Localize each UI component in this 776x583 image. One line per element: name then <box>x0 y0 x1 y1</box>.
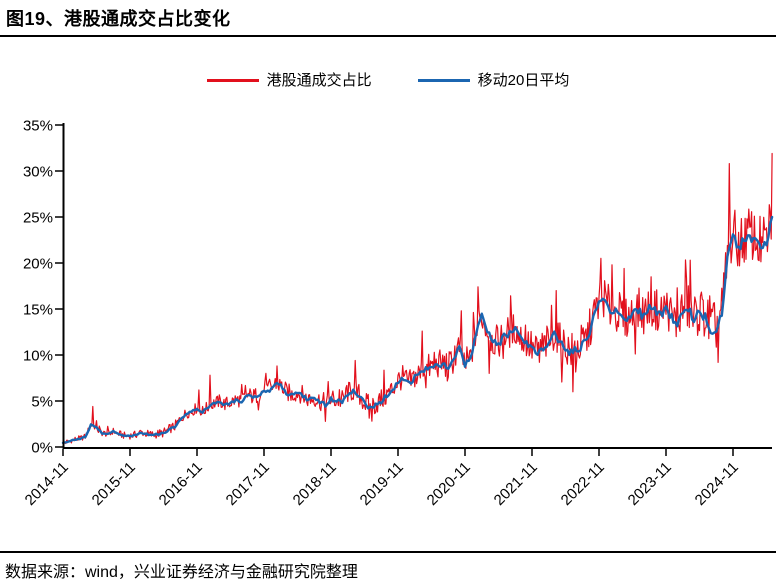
x-tick-label: 2024-11 <box>692 459 742 509</box>
x-tick-label: 2021-11 <box>491 459 541 509</box>
y-tick-label: 30% <box>23 164 53 181</box>
x-tick-label: 2019-11 <box>357 459 407 509</box>
x-tick-label: 2017-11 <box>223 459 273 509</box>
y-axis: 0% 5% 10% 15% 20% 25% 30% 35% <box>23 118 65 457</box>
x-tick-label: 2023-11 <box>625 459 675 509</box>
y-tick-label: 25% <box>23 210 53 227</box>
line-chart: 0%5%10%15%20%25%30%35% 2014-11 2015-11 201… <box>22 118 774 509</box>
legend-item-daily: 港股通成交占比 <box>206 72 372 89</box>
y-tick-label: 0% <box>31 440 53 457</box>
red-line-swatch-icon <box>206 79 259 82</box>
y-tick-label: 20% <box>23 256 53 273</box>
x-tick-label: 2018-11 <box>290 459 340 509</box>
series-line-daily <box>62 152 773 445</box>
footer-divider <box>0 551 776 553</box>
legend-label-ma20: 移动20日平均 <box>477 72 570 89</box>
x-tick-label: 2020-11 <box>424 459 474 509</box>
x-axis: 2014-11 2015-11 2016-11 2017-11 2018-11 2019-… <box>22 447 772 509</box>
legend-item-ma20: 移动20日平均 <box>417 72 570 89</box>
x-tick-label: 2022-11 <box>558 459 608 509</box>
x-tick-label: 2015-11 <box>89 459 139 509</box>
legend-label-daily: 港股通成交占比 <box>266 72 372 89</box>
x-tick-label: 2016-11 <box>156 459 206 509</box>
blue-line-swatch-icon <box>417 79 470 82</box>
y-tick-label: 10% <box>23 348 53 365</box>
x-tick-label: 2014-11 <box>22 459 72 509</box>
data-source-note: 数据来源：wind，兴业证券经济与金融研究院整理 <box>5 564 358 581</box>
title-divider <box>0 35 776 37</box>
series-line-ma20 <box>61 215 774 445</box>
y-tick-label: 15% <box>23 302 53 319</box>
chart-legend: 港股通成交占比 移动20日平均 <box>0 73 776 88</box>
figure-title: 图19、港股通成交占比变化 <box>6 9 231 29</box>
y-tick-label: 5% <box>31 394 53 411</box>
y-tick-label: 35% <box>23 118 53 135</box>
